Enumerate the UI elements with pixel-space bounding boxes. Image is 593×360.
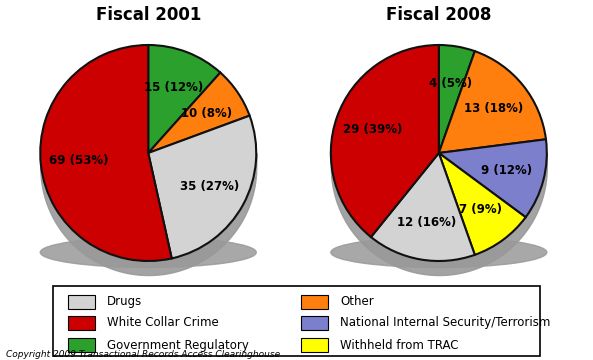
- Wedge shape: [439, 51, 546, 153]
- Text: Withheld from TRAC: Withheld from TRAC: [340, 339, 459, 352]
- Text: Copyright 2009 Transactional Records Access Clearinghouse: Copyright 2009 Transactional Records Acc…: [6, 350, 280, 359]
- FancyBboxPatch shape: [53, 286, 540, 356]
- Wedge shape: [439, 153, 525, 255]
- Wedge shape: [148, 45, 221, 153]
- Text: White Collar Crime: White Collar Crime: [107, 316, 219, 329]
- Ellipse shape: [40, 237, 256, 267]
- Wedge shape: [148, 73, 250, 153]
- Text: 15 (12%): 15 (12%): [144, 81, 203, 94]
- Text: 4 (5%): 4 (5%): [429, 77, 472, 90]
- FancyBboxPatch shape: [301, 294, 328, 309]
- Text: 69 (53%): 69 (53%): [49, 154, 108, 167]
- Text: 10 (8%): 10 (8%): [181, 107, 232, 120]
- FancyBboxPatch shape: [68, 316, 95, 330]
- Text: 29 (39%): 29 (39%): [343, 123, 402, 136]
- Wedge shape: [40, 45, 172, 261]
- FancyBboxPatch shape: [301, 338, 328, 352]
- Text: National Internal Security/Terrorism: National Internal Security/Terrorism: [340, 316, 551, 329]
- Wedge shape: [331, 45, 439, 237]
- Wedge shape: [439, 139, 547, 217]
- Text: 13 (18%): 13 (18%): [464, 102, 523, 116]
- FancyBboxPatch shape: [68, 338, 95, 352]
- Ellipse shape: [331, 237, 547, 267]
- Wedge shape: [148, 116, 256, 258]
- Title: Fiscal 2008: Fiscal 2008: [386, 6, 492, 24]
- FancyBboxPatch shape: [68, 294, 95, 309]
- Wedge shape: [371, 153, 475, 261]
- Text: 9 (12%): 9 (12%): [481, 164, 533, 177]
- Text: 35 (27%): 35 (27%): [180, 180, 240, 193]
- Text: Other: Other: [340, 295, 374, 308]
- Text: Drugs: Drugs: [107, 295, 142, 308]
- Text: 12 (16%): 12 (16%): [397, 216, 457, 229]
- Wedge shape: [439, 45, 475, 153]
- Title: Fiscal 2001: Fiscal 2001: [95, 6, 201, 24]
- FancyBboxPatch shape: [301, 316, 328, 330]
- Text: 7 (9%): 7 (9%): [459, 203, 502, 216]
- Text: Government Regulatory: Government Regulatory: [107, 339, 248, 352]
